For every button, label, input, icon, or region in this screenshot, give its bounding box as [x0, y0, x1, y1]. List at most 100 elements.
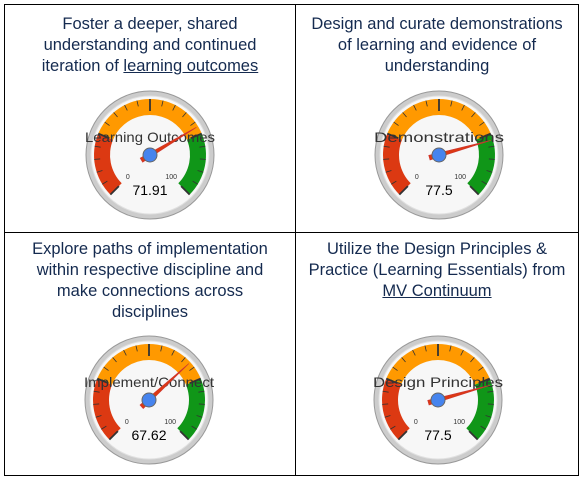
gauge-major-tick — [385, 377, 398, 384]
gauge-minor-tick — [413, 104, 417, 111]
gauge-minor-tick — [171, 349, 175, 356]
title-line: Design and curate demonstrations — [311, 15, 563, 33]
gauge-min-label: 0 — [414, 419, 418, 426]
gauge-minor-tick — [192, 180, 198, 185]
gauge-minor-tick — [101, 425, 107, 430]
grid-divider-vertical — [295, 5, 296, 475]
gauge-minor-tick — [479, 121, 485, 126]
gauge-minor-tick — [401, 357, 406, 363]
gauge-min-label: 0 — [415, 174, 419, 181]
gauge-demonstrations: 0 100 Demonstrations 77.5 — [374, 90, 504, 220]
gauge-minor-tick — [95, 415, 102, 418]
gauge-minor-tick — [196, 415, 203, 418]
gauge-major-tick — [190, 132, 203, 139]
gauge-minor-tick — [199, 145, 206, 148]
gauge-band-red — [93, 378, 121, 440]
gauge-max-label: 100 — [453, 419, 465, 426]
gauge-label: Implement/Connect — [84, 374, 214, 390]
gauge-minor-tick — [103, 366, 109, 371]
gauge-major-tick — [108, 430, 119, 441]
gauge-minor-tick — [124, 104, 128, 111]
gauge-minor-tick — [384, 415, 391, 418]
gauge-minor-tick — [424, 345, 427, 352]
title-line: understanding and continued — [43, 36, 257, 54]
gauge-major-tick — [479, 132, 492, 139]
gauge-minor-tick — [471, 112, 476, 118]
gauge-major-tick — [96, 377, 109, 384]
gauge-minor-tick — [393, 121, 399, 126]
gauge-minor-tick — [161, 100, 164, 107]
gauge-cell-title: Foster a deeper, shared understanding an… — [5, 14, 295, 77]
gauge-minor-tick — [102, 180, 108, 185]
gauge-minor-tick — [425, 100, 428, 107]
title-line: disciplines — [111, 303, 189, 321]
gauge-minor-tick — [123, 349, 127, 356]
gauge-major-tick — [179, 430, 190, 441]
gauge-minor-tick — [112, 357, 117, 363]
gauge-min-label: 0 — [126, 174, 130, 181]
title-line: make connections across — [56, 282, 244, 300]
gauge-learning-outcomes: 0 100 Learning Outcomes 71.91 — [85, 90, 215, 220]
gauge-minor-tick — [450, 100, 453, 107]
title-line: of learning and evidence of — [337, 36, 537, 54]
gauge-minor-tick — [190, 121, 196, 126]
gauge-band-orange — [387, 99, 491, 140]
gauge-minor-tick — [160, 345, 163, 352]
gauge-minor-tick — [449, 345, 452, 352]
gauge-label: Demonstrations — [374, 129, 504, 145]
gauge-label: Design Principles — [373, 374, 503, 390]
gauge-band-green — [467, 133, 495, 195]
gauge-minor-tick — [113, 112, 118, 118]
gauge-minor-tick — [93, 390, 100, 393]
gauge-minor-tick — [460, 349, 464, 356]
title-link[interactable]: learning outcomes — [123, 57, 259, 75]
gauge-value: 67.62 — [131, 427, 166, 443]
gauge-label: Learning Outcomes — [85, 129, 215, 145]
gauge-cell-3: Explore paths of implementation within r… — [5, 233, 295, 475]
gauge-band-red — [382, 378, 410, 440]
gauge-minor-tick — [488, 145, 495, 148]
gauge-min-label: 0 — [125, 419, 129, 426]
gauge-cell-1: Foster a deeper, shared understanding an… — [5, 5, 295, 232]
gauge-minor-tick — [383, 145, 390, 148]
gauge-hub — [141, 392, 157, 408]
gauge-major-tick — [398, 185, 409, 196]
gauge-value: 77.5 — [425, 182, 452, 198]
gauge-hub — [431, 147, 447, 163]
gauge-minor-tick — [478, 366, 484, 371]
gauge-minor-tick — [191, 425, 197, 430]
title-line: iteration of learning outcomes — [5, 56, 295, 77]
gauge-major-tick — [97, 132, 110, 139]
gauge-minor-tick — [104, 121, 110, 126]
gauge-minor-tick — [385, 170, 392, 173]
gauge-major-tick — [180, 185, 191, 196]
gauge-minor-tick — [481, 180, 487, 185]
title-line: Foster a deeper, shared — [62, 15, 238, 33]
gauge-band-orange — [98, 99, 202, 140]
gauge-minor-tick — [172, 104, 176, 111]
gauge-band-orange — [386, 344, 490, 385]
gauge-minor-tick — [94, 145, 101, 148]
gauge-major-tick — [109, 185, 120, 196]
gauge-value: 77.5 — [424, 427, 451, 443]
gauge-cell-title: Explore paths of implementation within r… — [5, 239, 295, 323]
title-text: iteration of — [41, 57, 124, 75]
gauge-minor-tick — [390, 425, 396, 430]
title-line: understanding — [384, 57, 490, 75]
title-line: within respective discipline and — [36, 261, 264, 279]
gauge-cell-2: Design and curate demonstrations of lear… — [296, 5, 578, 232]
gauge-minor-tick — [392, 366, 398, 371]
gauge-minor-tick — [198, 390, 205, 393]
gauge-minor-tick — [480, 425, 486, 430]
gauge-minor-tick — [182, 112, 187, 118]
gauge-max-label: 100 — [164, 419, 176, 426]
gauge-major-tick — [397, 430, 408, 441]
gauge-minor-tick — [197, 170, 204, 173]
gauge-cell-title: Design and curate demonstrations of lear… — [296, 14, 578, 77]
title-link[interactable]: MV Continuum — [382, 282, 492, 300]
gauge-minor-tick — [189, 366, 195, 371]
gauge-minor-tick — [487, 390, 494, 393]
gauge-minor-tick — [461, 104, 465, 111]
title-line: Explore paths of implementation — [32, 240, 268, 258]
grid-divider-horizontal — [5, 232, 578, 233]
